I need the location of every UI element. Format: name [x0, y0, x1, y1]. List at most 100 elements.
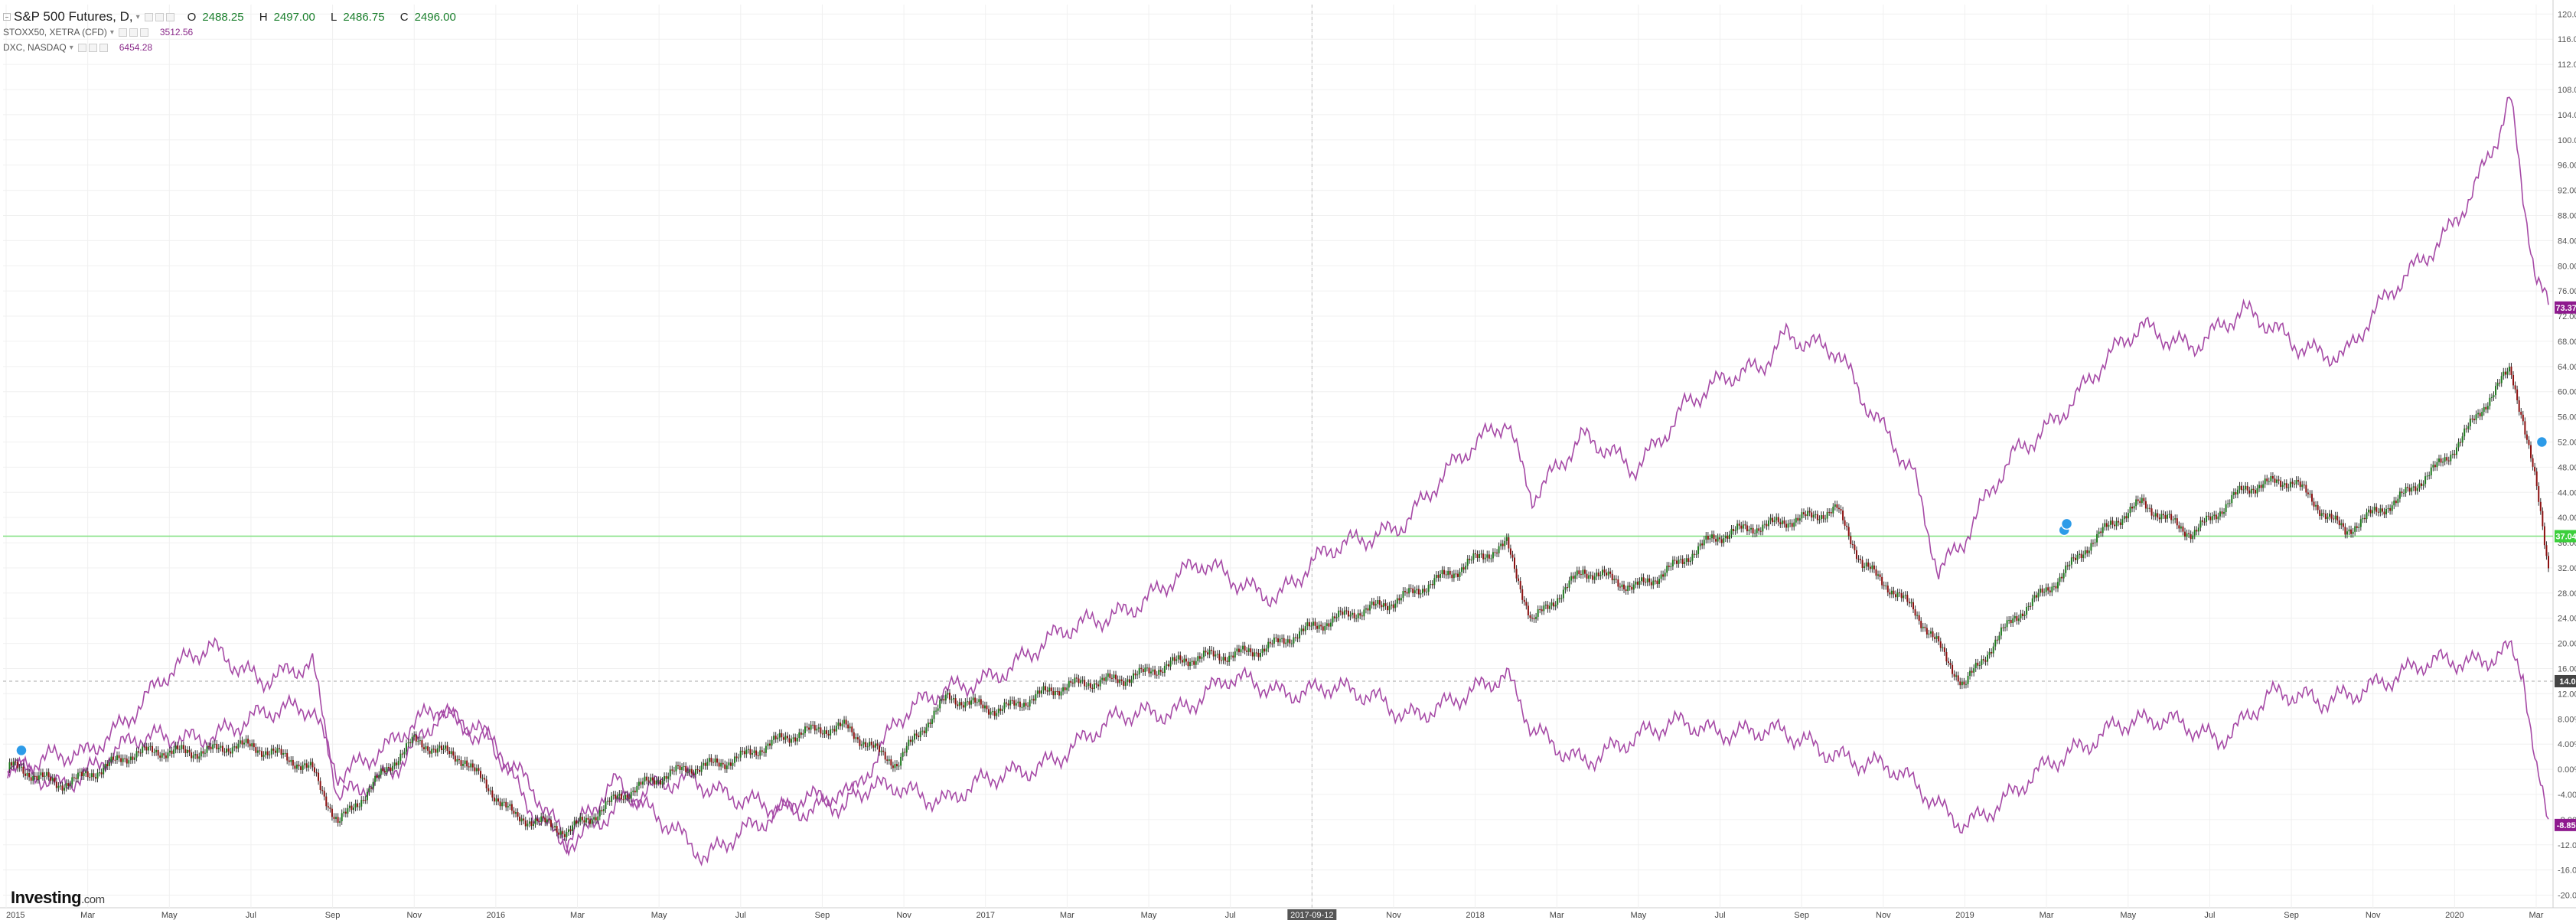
candle-body	[738, 757, 740, 759]
candle-body	[1949, 663, 1952, 665]
candle-body	[327, 806, 329, 807]
candle-body	[333, 817, 335, 819]
candle-body	[988, 709, 990, 715]
candle-body	[1548, 605, 1550, 609]
candle-body	[2391, 505, 2393, 511]
y-tick-label: -20.00%	[2558, 892, 2576, 901]
candle-body	[724, 764, 726, 769]
candle-body	[1965, 683, 1967, 685]
candle-body	[888, 759, 890, 761]
candle-body	[1759, 530, 1762, 532]
candle-body	[929, 723, 931, 724]
candle-body	[1134, 673, 1136, 676]
candle-body	[1166, 664, 1168, 667]
candle-body	[354, 803, 357, 808]
candle-body	[1576, 570, 1578, 576]
main-symbol-title[interactable]: S&P 500 Futures, D,	[14, 9, 133, 24]
overlay1-title[interactable]: STOXX50, XETRA (CFD)	[3, 27, 107, 38]
candle-body	[679, 765, 681, 770]
candle-body	[2543, 526, 2545, 546]
candle-body	[407, 742, 409, 744]
candle-body	[992, 711, 994, 713]
candle-body	[422, 747, 425, 749]
eye-icon[interactable]	[144, 12, 153, 21]
candle-body	[1560, 598, 1563, 599]
overlay2-title[interactable]: DXC, NASDAQ	[3, 42, 67, 53]
candle-body	[902, 752, 904, 757]
candle-body	[2455, 447, 2457, 455]
candle-body	[2338, 520, 2340, 526]
candle-body	[1875, 569, 1877, 576]
candle-body	[2504, 371, 2506, 375]
candle-body	[1451, 574, 1453, 579]
candle-body	[1557, 598, 1559, 605]
eye-icon[interactable]	[118, 28, 127, 37]
candle-body	[1453, 573, 1455, 579]
x-tick-label: May	[1141, 911, 1157, 920]
candle-body	[206, 745, 208, 753]
candle-body	[908, 739, 910, 746]
candle-body	[1394, 603, 1397, 608]
eye-icon[interactable]	[77, 43, 86, 52]
candle-body	[1991, 651, 1993, 654]
chevron-down-icon[interactable]: ▾	[109, 28, 114, 37]
candle-body	[1864, 566, 1866, 569]
candle-body	[2193, 530, 2196, 536]
candle-body	[1095, 683, 1097, 685]
settings-icon[interactable]	[155, 12, 164, 21]
candle-body	[1423, 589, 1426, 592]
candle-body	[2082, 554, 2085, 559]
candle-body	[1494, 552, 1496, 553]
candle-body	[664, 776, 666, 781]
candle-body	[1359, 613, 1361, 616]
candle-body	[1120, 679, 1123, 682]
candle-body	[1805, 514, 1807, 517]
candle-body	[1844, 520, 1846, 526]
candle-body	[454, 755, 456, 762]
candle-body	[657, 780, 660, 781]
close-icon[interactable]	[165, 12, 174, 21]
chevron-down-icon[interactable]: ▾	[69, 43, 73, 52]
candle-body	[1758, 528, 1760, 531]
legend-overlay1-row: STOXX50, XETRA (CFD) ▾ 3512.56	[3, 24, 468, 40]
candle-body	[1476, 554, 1479, 558]
candle-body	[471, 763, 474, 768]
candle-body	[2381, 508, 2383, 512]
candle-body	[1580, 574, 1582, 576]
candle-body	[2203, 521, 2206, 523]
candle-body	[99, 772, 101, 774]
candle-body	[318, 772, 320, 781]
candle-body	[716, 759, 719, 763]
candle-body	[1479, 553, 1481, 558]
x-tick-label: Jul	[1225, 911, 1236, 920]
candle-body	[1929, 631, 1932, 634]
candle-body	[1539, 608, 1541, 610]
candle-body	[1447, 570, 1449, 576]
candle-body	[2305, 484, 2307, 493]
candle-body	[566, 832, 568, 837]
collapse-toggle-icon[interactable]	[3, 13, 11, 21]
candle-body	[2317, 504, 2319, 511]
candle-body	[1154, 669, 1156, 675]
candle-body	[380, 768, 382, 775]
candle-body	[1787, 523, 1789, 528]
candle-body	[2037, 592, 2040, 598]
chevron-down-icon[interactable]: ▾	[135, 12, 140, 21]
candle-body	[499, 801, 501, 807]
candle-body	[405, 743, 407, 752]
candle-body	[800, 732, 802, 735]
candle-body	[1488, 554, 1490, 559]
candle-body	[1042, 686, 1045, 691]
close-icon[interactable]	[99, 43, 108, 52]
candle-body	[865, 742, 867, 747]
settings-icon[interactable]	[129, 28, 138, 37]
candle-body	[1890, 590, 1893, 595]
candle-body	[1050, 687, 1052, 691]
candle-body	[374, 775, 377, 782]
settings-icon[interactable]	[88, 43, 97, 52]
candle-body	[253, 743, 255, 748]
candle-body	[620, 794, 622, 800]
close-icon[interactable]	[139, 28, 148, 37]
